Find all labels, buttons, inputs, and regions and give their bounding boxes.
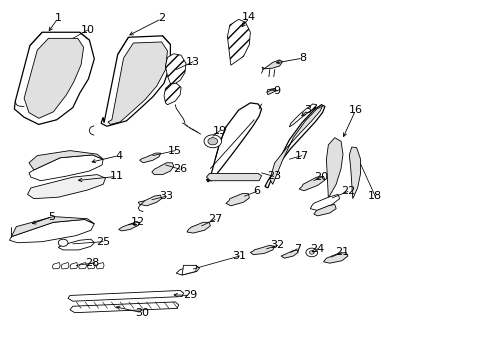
Text: 23: 23 xyxy=(266,171,280,181)
Text: 9: 9 xyxy=(273,86,280,96)
Polygon shape xyxy=(79,262,86,269)
Text: 15: 15 xyxy=(168,145,182,156)
Polygon shape xyxy=(269,106,322,184)
Circle shape xyxy=(58,239,68,246)
Polygon shape xyxy=(68,291,183,301)
Polygon shape xyxy=(27,175,105,199)
Polygon shape xyxy=(138,195,161,206)
Text: 20: 20 xyxy=(314,172,328,182)
Text: 2: 2 xyxy=(158,13,165,23)
Text: 14: 14 xyxy=(242,12,256,22)
Polygon shape xyxy=(281,250,298,258)
Polygon shape xyxy=(165,54,185,86)
Polygon shape xyxy=(101,36,170,126)
Text: 31: 31 xyxy=(232,251,246,261)
Polygon shape xyxy=(262,60,282,69)
Circle shape xyxy=(207,138,217,145)
Text: 5: 5 xyxy=(48,212,55,221)
Polygon shape xyxy=(348,147,360,199)
Text: 19: 19 xyxy=(213,126,227,135)
Polygon shape xyxy=(24,39,83,118)
Text: 22: 22 xyxy=(340,186,354,197)
Polygon shape xyxy=(87,262,95,269)
Text: 8: 8 xyxy=(299,53,306,63)
Text: 7: 7 xyxy=(293,244,300,254)
Polygon shape xyxy=(186,222,210,233)
Text: 6: 6 xyxy=(253,186,260,197)
Text: 10: 10 xyxy=(81,25,94,35)
Text: 24: 24 xyxy=(310,244,324,254)
Polygon shape xyxy=(152,163,173,175)
Circle shape xyxy=(305,248,317,257)
Text: 13: 13 xyxy=(186,57,200,67)
Text: 1: 1 xyxy=(55,13,61,23)
Circle shape xyxy=(203,135,221,148)
Polygon shape xyxy=(108,42,167,125)
Circle shape xyxy=(133,222,139,226)
Polygon shape xyxy=(119,222,140,231)
Text: 16: 16 xyxy=(348,105,362,115)
Text: 26: 26 xyxy=(173,164,187,174)
Polygon shape xyxy=(227,19,250,65)
Polygon shape xyxy=(206,174,261,181)
Polygon shape xyxy=(163,83,181,105)
Text: 18: 18 xyxy=(367,191,382,201)
Polygon shape xyxy=(326,138,342,198)
Polygon shape xyxy=(176,265,199,275)
Text: 28: 28 xyxy=(85,258,99,268)
Text: 11: 11 xyxy=(109,171,123,181)
Polygon shape xyxy=(289,104,316,127)
Text: 3: 3 xyxy=(304,105,311,115)
Text: 27: 27 xyxy=(208,215,222,224)
Polygon shape xyxy=(96,262,104,269)
Polygon shape xyxy=(70,302,178,313)
Polygon shape xyxy=(61,262,69,269)
Text: 30: 30 xyxy=(135,308,149,318)
Text: 21: 21 xyxy=(334,247,348,257)
Text: 25: 25 xyxy=(96,237,110,247)
Text: 33: 33 xyxy=(159,191,173,201)
Polygon shape xyxy=(9,220,94,243)
Text: 29: 29 xyxy=(183,291,197,301)
Polygon shape xyxy=(29,150,103,170)
Polygon shape xyxy=(250,245,274,255)
Polygon shape xyxy=(29,155,103,181)
Text: 4: 4 xyxy=(115,150,122,161)
Polygon shape xyxy=(14,32,94,125)
Polygon shape xyxy=(225,194,249,206)
Polygon shape xyxy=(299,176,325,191)
Polygon shape xyxy=(313,204,335,216)
Text: 32: 32 xyxy=(270,240,284,250)
Text: 12: 12 xyxy=(131,217,145,227)
Polygon shape xyxy=(264,105,325,188)
Polygon shape xyxy=(11,217,94,237)
Polygon shape xyxy=(182,265,196,275)
Polygon shape xyxy=(206,103,261,182)
Text: 17: 17 xyxy=(294,150,308,161)
Circle shape xyxy=(309,251,314,254)
Polygon shape xyxy=(140,153,160,163)
Polygon shape xyxy=(52,262,60,269)
Polygon shape xyxy=(266,89,275,95)
Polygon shape xyxy=(70,262,78,269)
Polygon shape xyxy=(323,252,347,263)
Polygon shape xyxy=(310,194,339,211)
Polygon shape xyxy=(58,239,94,250)
